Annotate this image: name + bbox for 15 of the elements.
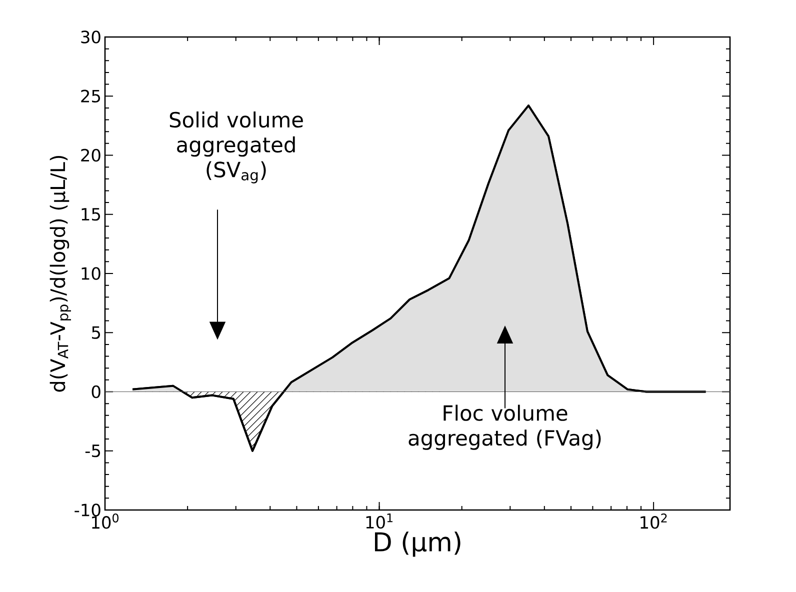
y-tick-label: 30 [81, 30, 100, 44]
y-tick-label: 20 [81, 148, 100, 162]
x-tick-label: 10$^{1}$ [366, 514, 392, 529]
y-axis-title: d(V$_{AT}$-V$_{pp}$)/d(logd) (μL/L) [50, 156, 71, 392]
y-tick-label: -10 [74, 504, 100, 516]
y-tick-label: 10 [82, 267, 100, 280]
x-axis-title: D (μm) [374, 532, 460, 557]
y-tick-label: 15 [82, 208, 100, 221]
x-tick-label: 10$^{2}$ [640, 514, 667, 529]
y-tick-label: 0 [92, 385, 100, 398]
y-tick-label: 25 [81, 90, 100, 103]
annotation: Floc volume aggregated (FVag) [408, 404, 601, 450]
annotation: Solid volume aggregated (SV$_{ag}$) [170, 111, 303, 184]
y-tick-label: -5 [85, 444, 100, 458]
y-tick-label: 5 [92, 326, 100, 339]
